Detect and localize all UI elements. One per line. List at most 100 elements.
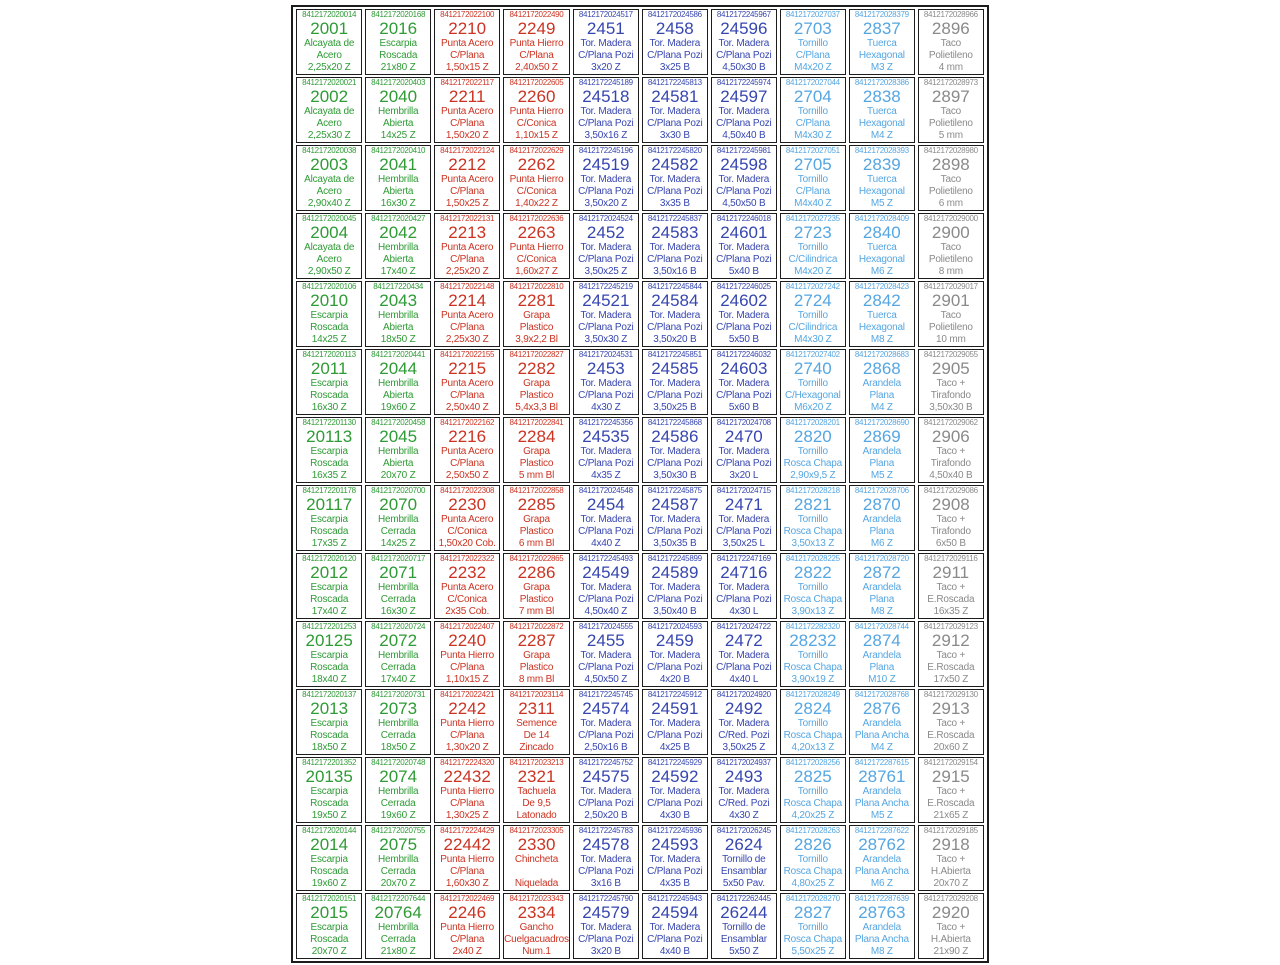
product-desc-1: Tor. Madera bbox=[580, 786, 632, 797]
product-cell: 8412172246025 24602 Tor. Madera C/Plana Poz… bbox=[710, 281, 777, 347]
product-desc-2: C/Plana bbox=[450, 730, 485, 741]
product-code: 2045 bbox=[379, 427, 418, 446]
product-cell: 8412172020137 2013 Escarpia Roscada 18x50 Z bbox=[296, 689, 363, 755]
product-desc-1: Punta Hierro bbox=[440, 854, 495, 865]
product-cell: 8412172024593 2459 Tor. Madera C/Plana Pozi… bbox=[641, 621, 708, 687]
product-cell: 8412172020458 2045 Hembrilla Abierta 20x70 Z bbox=[365, 417, 432, 483]
product-code: 2284 bbox=[517, 427, 556, 446]
product-desc-1: Tornillo bbox=[797, 106, 828, 117]
product-desc-2: Polietileno bbox=[928, 254, 973, 265]
product-code: 2260 bbox=[517, 87, 556, 106]
product-desc-1: Tor. Madera bbox=[718, 786, 770, 797]
product-code: 28763 bbox=[858, 903, 906, 922]
product-size: 4x40 Z bbox=[591, 538, 621, 549]
product-ean: 8412172245967 bbox=[716, 10, 771, 19]
product-cell: 8412172022162 2216 Punta Acero C/Plana 2,50x… bbox=[434, 417, 501, 483]
product-size: 4x30 L bbox=[729, 606, 759, 617]
product-size: 18x50 Z bbox=[380, 742, 416, 753]
product-cell: 8412172024517 2451 Tor. Madera C/Plana Pozi… bbox=[572, 9, 639, 75]
product-code: 2824 bbox=[793, 699, 832, 718]
product-size: 17x35 Z bbox=[311, 538, 347, 549]
product-desc-1: Tornillo bbox=[797, 582, 828, 593]
product-desc-2: C/Conica bbox=[447, 526, 487, 537]
product-code: 20125 bbox=[305, 631, 353, 650]
product-ean: 8412172262445 bbox=[716, 894, 771, 903]
product-size: M5 Z bbox=[870, 470, 893, 481]
product-cell: 8412172020731 2073 Hembrilla Cerrada 18x50 Z bbox=[365, 689, 432, 755]
product-size: M8 Z bbox=[870, 334, 893, 345]
product-size: 4,20x13 Z bbox=[791, 742, 835, 753]
product-desc-2: Ensamblar bbox=[720, 866, 767, 877]
product-size: 4x25 B bbox=[659, 742, 690, 753]
product-desc-1: Tor. Madera bbox=[718, 650, 770, 661]
product-desc-1: Taco + bbox=[936, 786, 966, 797]
product-ean: 8412172245981 bbox=[716, 146, 771, 155]
product-code: 2212 bbox=[448, 155, 487, 174]
product-size: 4,50x40 B bbox=[722, 130, 766, 141]
product-desc-1: Tornillo bbox=[797, 650, 828, 661]
product-ean: 8412172022421 bbox=[440, 690, 495, 699]
product-desc-2: Roscada bbox=[310, 866, 349, 877]
product-ean: 8412172022124 bbox=[440, 146, 495, 155]
product-desc-1: Semence bbox=[516, 718, 557, 729]
product-desc-2: Cerrada bbox=[380, 934, 416, 945]
product-desc-1: Tuerca bbox=[867, 310, 897, 321]
product-code: 2908 bbox=[931, 495, 970, 514]
product-size: 4x20 B bbox=[659, 674, 690, 685]
product-desc-2: C/Plana Pozi bbox=[578, 118, 634, 129]
product-ean: 8412172245189 bbox=[578, 78, 633, 87]
product-desc-1: Chincheta bbox=[514, 854, 559, 865]
product-desc-2: C/Plana Pozi bbox=[647, 866, 703, 877]
product-ean: 8412172020403 bbox=[371, 78, 426, 87]
product-size: 19x60 Z bbox=[311, 878, 347, 889]
product-cell: 8412172027051 2705 Tornillo C/Plana M4x40 Z bbox=[779, 145, 846, 211]
product-desc-1: Escarpia bbox=[310, 786, 349, 797]
product-cell: 8412172245745 24574 Tor. Madera C/Plana Poz… bbox=[572, 689, 639, 755]
product-ean: 8412172020021 bbox=[302, 78, 357, 87]
product-cell: 8412172245967 24596 Tor. Madera C/Plana Poz… bbox=[710, 9, 777, 75]
product-size: 1,30x25 Z bbox=[445, 810, 489, 821]
product-code: 2210 bbox=[448, 19, 487, 38]
product-code: 2073 bbox=[379, 699, 418, 718]
product-ean: 8412172029000 bbox=[923, 214, 978, 223]
product-size: 20x70 Z bbox=[380, 878, 416, 889]
product-desc-1: Tor. Madera bbox=[649, 446, 701, 457]
product-size: 2,25x30 Z bbox=[445, 334, 489, 345]
product-desc-1: Taco bbox=[940, 174, 962, 185]
product-desc-2: Roscada bbox=[310, 526, 349, 537]
product-desc-2: Roscada bbox=[310, 662, 349, 673]
product-desc-1: Escarpia bbox=[379, 38, 418, 49]
product-desc-1: Escarpia bbox=[310, 922, 349, 933]
product-desc-2: Polietileno bbox=[928, 50, 973, 61]
product-code: 24549 bbox=[582, 563, 630, 582]
product-ean: 8412172201352 bbox=[302, 758, 357, 767]
product-ean: 8412172028379 bbox=[854, 10, 909, 19]
product-ean: 8412172020168 bbox=[371, 10, 426, 19]
product-cell: 8412172022605 2260 Punta Hierro C/Conica 1,1… bbox=[503, 77, 570, 143]
product-ean: 8412172028270 bbox=[785, 894, 840, 903]
product-cell: 8412172245936 24593 Tor. Madera C/Plana Poz… bbox=[641, 825, 708, 891]
product-ean: 8412172247169 bbox=[716, 554, 771, 563]
product-code-table: 8412172020014 2001 Alcayata de Acero 2,25x20… bbox=[291, 5, 989, 963]
product-size: 3,50x13 Z bbox=[791, 538, 835, 549]
product-desc-1: Tor. Madera bbox=[580, 106, 632, 117]
product-desc-1: Tor. Madera bbox=[580, 854, 632, 865]
product-cell: 8412172245189 24518 Tor. Madera C/Plana Poz… bbox=[572, 77, 639, 143]
product-cell: 8412172022872 2287 Grapa Plastico 8 mm Bl bbox=[503, 621, 570, 687]
product-desc-2: C/Plana bbox=[450, 118, 485, 129]
product-size: 4,50x30 B bbox=[722, 62, 766, 73]
product-size: Latonado bbox=[516, 810, 557, 821]
product-desc-2: C/Plana Pozi bbox=[647, 458, 703, 469]
product-desc-2: Plastico bbox=[519, 322, 554, 333]
product-desc-2: Plana Ancha bbox=[854, 866, 909, 877]
product-size: 4x40 L bbox=[729, 674, 759, 685]
product-ean: 8412172020458 bbox=[371, 418, 426, 427]
product-cell: 8412172022636 2263 Punta Hierro C/Conica 1,6… bbox=[503, 213, 570, 279]
product-desc-2: C/Plana Pozi bbox=[578, 526, 634, 537]
product-cell: 8412172029116 2911 Taco + E.Roscada 16x35 Z bbox=[917, 553, 984, 619]
product-code: 2839 bbox=[862, 155, 901, 174]
product-desc-2: C/Plana Pozi bbox=[716, 186, 772, 197]
product-desc-1: Hembrilla bbox=[377, 718, 419, 729]
product-code: 24584 bbox=[651, 291, 699, 310]
product-desc-2: E.Roscada bbox=[927, 662, 975, 673]
